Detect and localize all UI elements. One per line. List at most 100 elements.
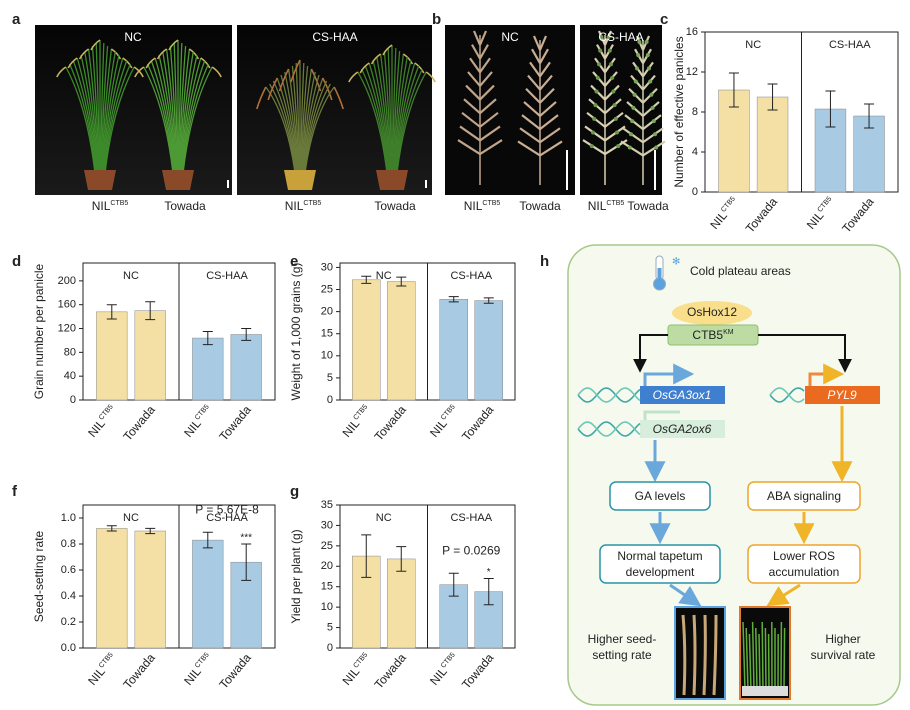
genotype-label: Towada — [627, 199, 669, 213]
arrow — [758, 334, 852, 373]
leaf — [280, 74, 298, 171]
error-bar — [145, 301, 156, 321]
group-label: NC — [745, 39, 761, 51]
seedling — [745, 627, 749, 691]
branch — [642, 140, 666, 157]
leaf — [304, 83, 331, 171]
panicle — [145, 57, 156, 69]
branch — [604, 111, 624, 128]
grain — [651, 119, 656, 124]
svg-text:✻: ✻ — [672, 257, 680, 268]
y-tick-label: 25 — [321, 540, 333, 552]
label-text: Towada — [839, 195, 877, 236]
grain — [589, 144, 594, 149]
label-text: Towada — [459, 651, 497, 692]
y-tick-label: 0 — [70, 394, 76, 406]
tray — [742, 686, 788, 696]
y-axis-label: Number of effective panicles — [672, 36, 686, 187]
branch — [584, 125, 606, 142]
leaf — [177, 42, 183, 171]
grain — [593, 103, 598, 108]
seedling — [764, 627, 767, 691]
panicle — [402, 53, 414, 65]
photo-condition: CS-HAA — [598, 30, 643, 44]
leaf — [101, 51, 116, 171]
gene-box — [640, 420, 725, 438]
seedling — [761, 621, 764, 691]
arrow — [633, 334, 668, 373]
branch — [539, 74, 553, 91]
panicle — [359, 62, 370, 74]
bar — [230, 334, 262, 401]
x-tick-label: Towada — [121, 403, 159, 444]
branch — [604, 125, 626, 142]
x-tick-label: Towada — [217, 651, 255, 692]
grain — [610, 75, 615, 80]
branch — [539, 127, 561, 144]
leaf — [392, 50, 401, 171]
y-tick-label: 10 — [321, 350, 333, 362]
branch — [469, 57, 481, 73]
group-label: NC — [123, 270, 139, 282]
x-tick-label: Towada — [121, 651, 159, 692]
label-superscript: CTB5 — [353, 404, 370, 422]
label-superscript: CTB5 — [110, 200, 128, 207]
panicle — [348, 71, 359, 83]
bar — [352, 279, 381, 401]
x-tick-label: Towada — [743, 195, 781, 236]
leaf — [87, 48, 99, 171]
error-bar — [202, 531, 213, 549]
leaf — [396, 71, 427, 171]
leaf — [301, 68, 313, 171]
branch — [620, 140, 644, 157]
grain — [654, 145, 659, 150]
y-tick-label: 15 — [321, 328, 333, 340]
error-bar — [241, 543, 252, 581]
leaf — [150, 60, 175, 171]
node-label: survival rate — [811, 648, 876, 662]
label-text: Towada — [372, 403, 410, 444]
x-tick-label: NILCTB5 — [427, 651, 461, 688]
panicle — [702, 614, 707, 696]
bar — [192, 539, 224, 649]
promoter-arrow — [643, 410, 680, 420]
leaf — [179, 51, 194, 171]
genotype-label: NILCTB5 — [92, 199, 129, 213]
leaf — [158, 54, 176, 171]
branch — [531, 48, 541, 64]
y-tick-label: 8 — [692, 106, 698, 118]
label-text: Towada — [627, 199, 669, 213]
leaf — [72, 60, 97, 171]
branch — [479, 98, 497, 115]
seedling — [783, 627, 786, 691]
leaf — [182, 63, 209, 171]
dna-strand — [577, 387, 641, 403]
branch — [539, 61, 551, 78]
label-superscript: CTB5 — [606, 200, 624, 207]
y-axis-label: Yield per plant (g) — [289, 529, 303, 623]
branch — [525, 87, 541, 104]
grain — [645, 53, 650, 58]
branch — [467, 71, 481, 87]
grain — [592, 116, 597, 121]
x-tick-label: NILCTB5 — [340, 403, 374, 440]
label-superscript: CTB5 — [817, 196, 834, 214]
node-label: Higher seed- — [588, 632, 657, 646]
x-tick-label: Towada — [459, 403, 497, 444]
label-text: Towada — [164, 199, 206, 213]
leaf — [182, 66, 213, 171]
aba-node — [747, 481, 861, 511]
y-tick-label: 1.0 — [61, 512, 76, 524]
group-label: CS-HAA — [206, 512, 248, 524]
grain — [636, 53, 641, 58]
panicle — [188, 48, 200, 60]
panel-label: c — [660, 11, 668, 28]
panel-label: a — [12, 11, 21, 28]
genotype-label: Towada — [519, 199, 561, 213]
genotype-label: NILCTB5 — [588, 199, 625, 213]
leaf — [387, 47, 393, 171]
panel-label: f — [12, 483, 18, 500]
genotype-label: NILCTB5 — [464, 199, 501, 213]
leaf — [178, 45, 187, 171]
branch — [479, 57, 491, 73]
